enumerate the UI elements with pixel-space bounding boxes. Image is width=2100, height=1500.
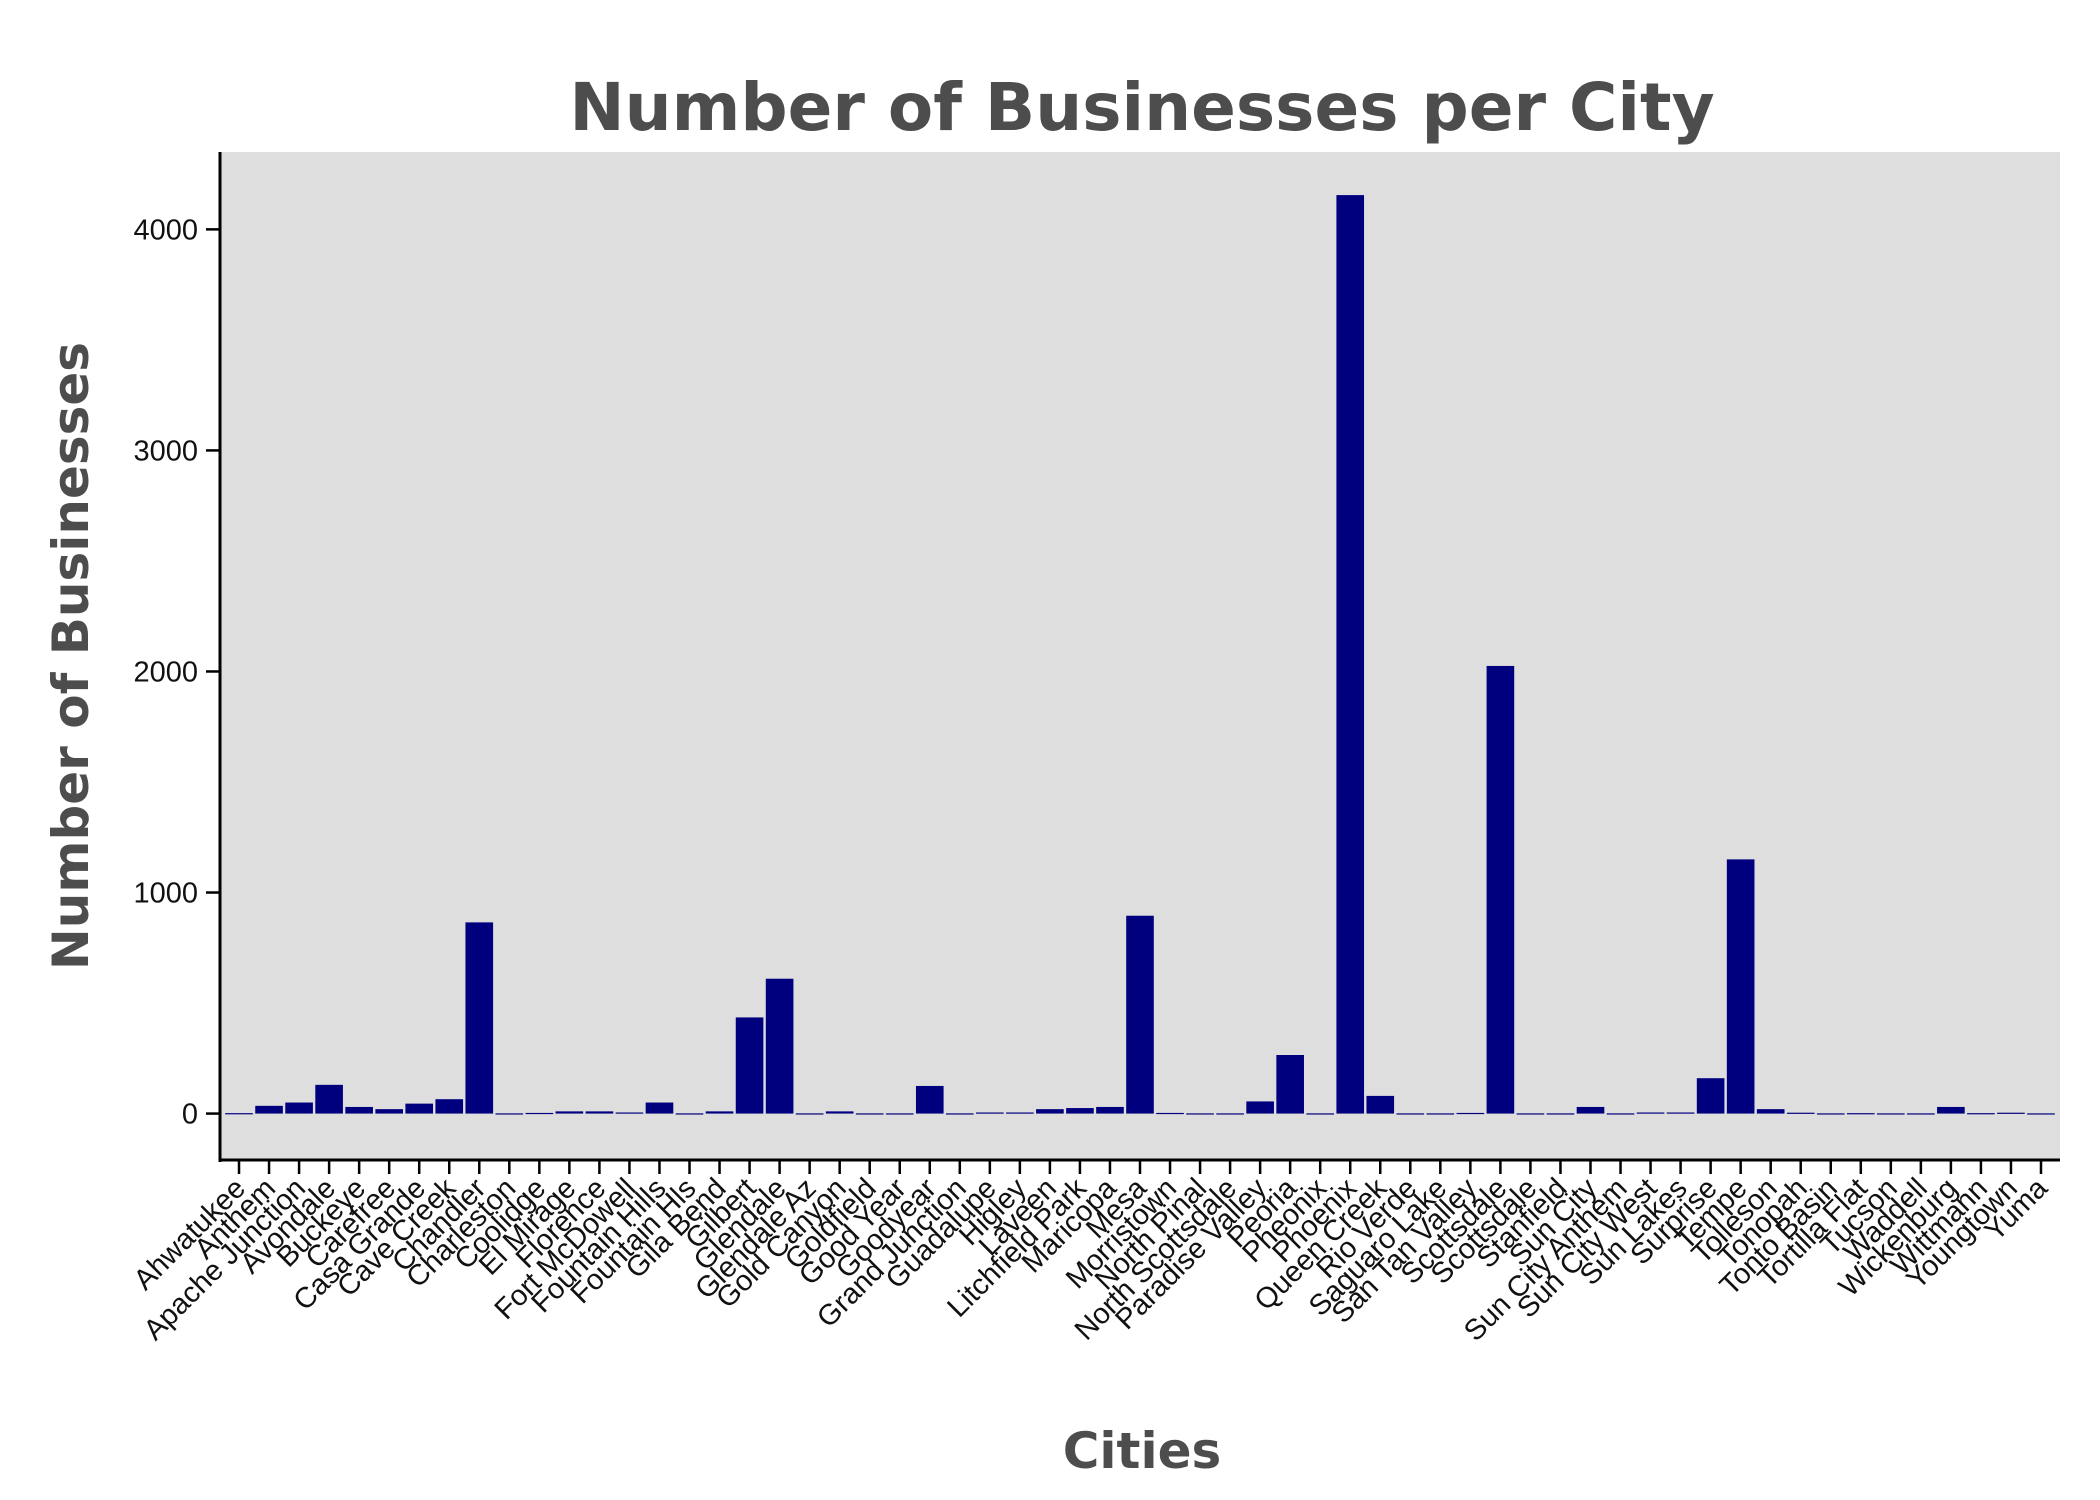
bar bbox=[345, 1106, 373, 1114]
bar bbox=[285, 1102, 313, 1114]
bar bbox=[885, 1113, 914, 1115]
bar bbox=[2027, 1113, 2055, 1115]
bar bbox=[1246, 1101, 1274, 1114]
bar bbox=[915, 1085, 944, 1114]
bar bbox=[1456, 1112, 1485, 1115]
bar bbox=[1096, 1106, 1124, 1114]
bar bbox=[795, 1113, 824, 1115]
y-tick-label: 0 bbox=[182, 1099, 198, 1131]
bar bbox=[1546, 1113, 1575, 1115]
bar bbox=[1786, 1112, 1815, 1114]
x-axis-title: Cities bbox=[1063, 1422, 1222, 1480]
bar bbox=[525, 1112, 554, 1115]
bar bbox=[735, 1017, 764, 1114]
bar bbox=[465, 922, 494, 1114]
bar bbox=[675, 1113, 704, 1115]
bar bbox=[1006, 1112, 1034, 1114]
bar bbox=[1396, 1113, 1425, 1115]
bar bbox=[1877, 1113, 1905, 1115]
bar bbox=[1306, 1113, 1335, 1115]
bar bbox=[1066, 1108, 1094, 1114]
bar bbox=[1666, 1112, 1695, 1114]
bar bbox=[555, 1111, 584, 1114]
bar bbox=[1967, 1113, 1995, 1115]
bar bbox=[1426, 1113, 1455, 1115]
bar bbox=[976, 1112, 1004, 1114]
bar bbox=[225, 1113, 253, 1115]
bar bbox=[945, 1113, 974, 1115]
bar bbox=[585, 1111, 614, 1114]
bar bbox=[1036, 1109, 1064, 1114]
y-tick-label: 4000 bbox=[133, 214, 198, 246]
y-ticks-group: 0 1000 2000 3000 4000 bbox=[133, 214, 220, 1131]
bar bbox=[1366, 1095, 1395, 1114]
bars-group bbox=[225, 195, 2055, 1115]
bar bbox=[1336, 195, 1365, 1114]
y-tick-label: 2000 bbox=[133, 656, 198, 688]
bar bbox=[1186, 1113, 1214, 1115]
bar bbox=[1696, 1078, 1725, 1114]
bar bbox=[1606, 1113, 1635, 1115]
bar bbox=[1756, 1109, 1785, 1114]
bar bbox=[615, 1112, 644, 1114]
y-tick-label: 3000 bbox=[133, 435, 198, 467]
bar bbox=[1276, 1055, 1304, 1114]
y-axis-title: Number of Businesses bbox=[42, 342, 100, 970]
bar bbox=[1126, 915, 1154, 1114]
bar bbox=[1846, 1113, 1875, 1115]
bar bbox=[825, 1111, 854, 1114]
y-tick-label: 1000 bbox=[133, 878, 198, 910]
bar bbox=[1636, 1112, 1665, 1114]
bar bbox=[1216, 1113, 1244, 1115]
bar bbox=[645, 1102, 674, 1114]
bar bbox=[1516, 1113, 1545, 1115]
chart-title: Number of Businesses per City bbox=[569, 69, 1714, 146]
bar bbox=[705, 1111, 734, 1114]
bar bbox=[1937, 1106, 1965, 1114]
bar bbox=[855, 1113, 884, 1115]
bar bbox=[1997, 1112, 2025, 1114]
bar bbox=[315, 1084, 343, 1114]
bar bbox=[1156, 1112, 1184, 1115]
bar bbox=[435, 1099, 464, 1114]
bar bbox=[1726, 859, 1755, 1114]
bar bbox=[1576, 1106, 1605, 1114]
bar bbox=[765, 978, 794, 1114]
bar bbox=[375, 1109, 403, 1114]
bar bbox=[405, 1103, 434, 1114]
bar bbox=[495, 1113, 524, 1115]
bar bbox=[1486, 665, 1515, 1114]
bar bbox=[255, 1105, 283, 1114]
bar bbox=[1816, 1113, 1845, 1115]
bar bbox=[1907, 1113, 1935, 1115]
